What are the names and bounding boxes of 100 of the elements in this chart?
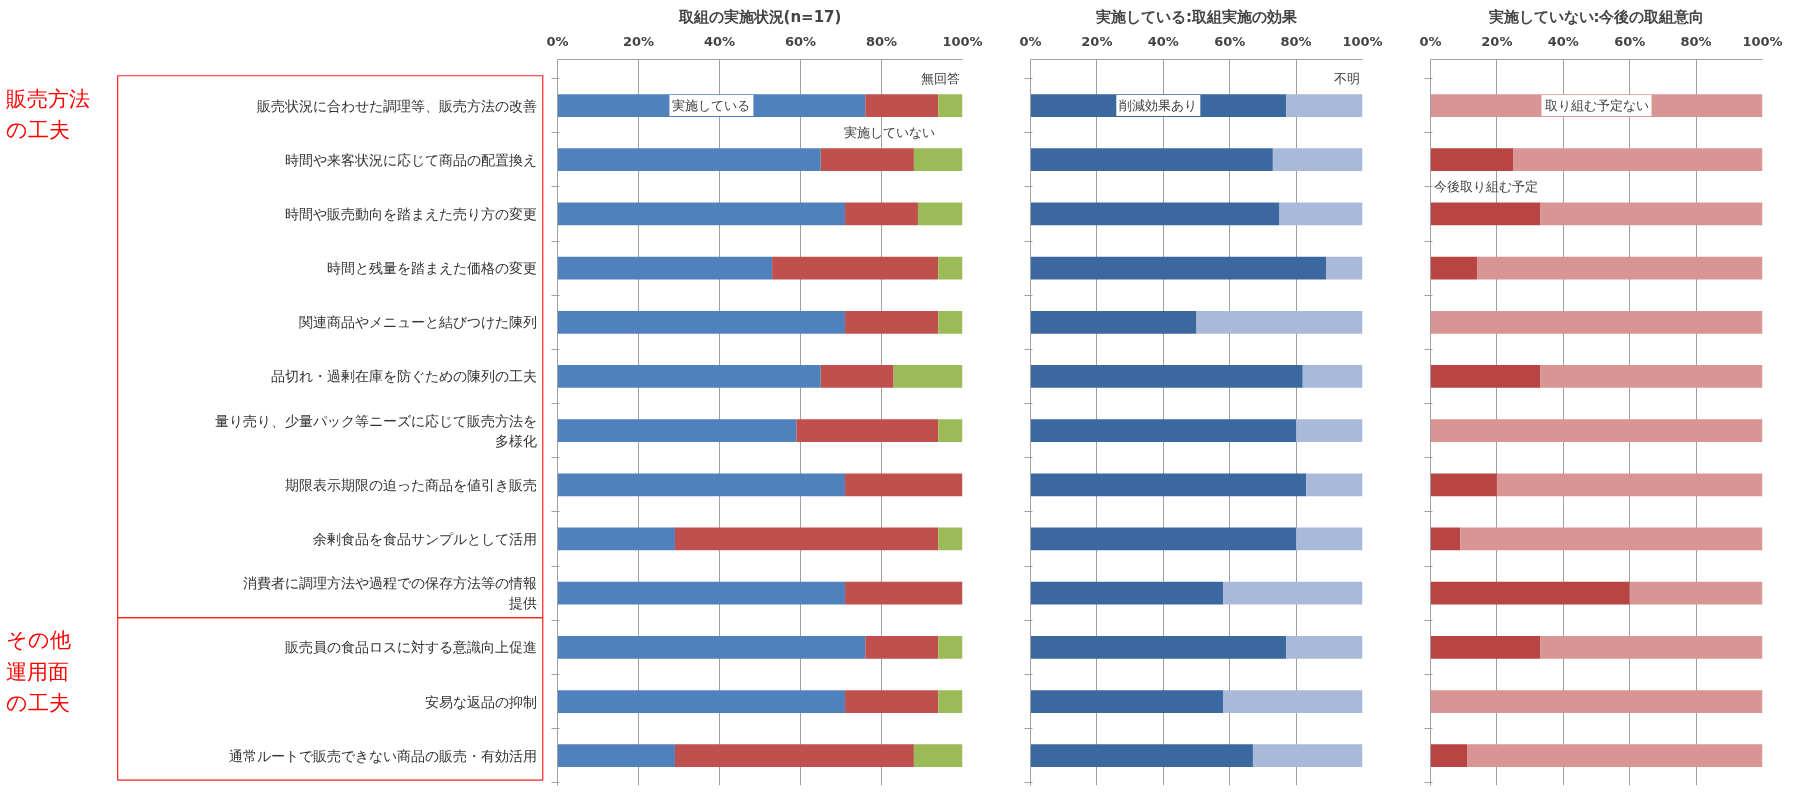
- text: 販売方法の工夫: [5, 86, 90, 142]
- bar: [1430, 473, 1497, 497]
- chart-title: 取組の実施状況(n=17): [677, 7, 842, 26]
- bar: [1540, 202, 1763, 226]
- bar: [1286, 94, 1363, 117]
- bar: [1252, 744, 1363, 768]
- bar: [917, 202, 963, 226]
- bar: [1629, 581, 1763, 605]
- bar: [1030, 365, 1303, 388]
- bar: [1030, 473, 1307, 497]
- bar: [1430, 527, 1461, 551]
- chart-title: 実施していない:今後の取組意向: [1487, 7, 1705, 26]
- bar: [938, 419, 963, 442]
- bar: [1223, 581, 1363, 605]
- bar: [1030, 202, 1280, 226]
- bar: [557, 744, 675, 768]
- bar: [557, 365, 821, 388]
- bar: [1286, 635, 1363, 659]
- x-tick-label: 80%: [1680, 33, 1712, 49]
- bar: [1430, 635, 1541, 659]
- bar: [1223, 690, 1363, 713]
- bar: [1467, 744, 1763, 768]
- bar: [674, 744, 914, 768]
- bar: [557, 581, 846, 605]
- bar: [1030, 256, 1326, 280]
- y-tick-label: 時間や販売動向を踏まえた売り方の変更: [285, 205, 538, 222]
- bar: [557, 310, 846, 334]
- bar: [820, 148, 914, 172]
- bar: [1476, 256, 1763, 280]
- bar: [1430, 365, 1541, 388]
- x-tick-label: 20%: [1481, 33, 1513, 49]
- bar: [1279, 202, 1363, 226]
- bar: [557, 256, 773, 280]
- bar: [1540, 635, 1763, 659]
- series-label: 削減効果あり: [1119, 98, 1198, 114]
- bar: [557, 473, 846, 497]
- bar: [1030, 690, 1224, 713]
- bar: [845, 581, 963, 605]
- bar: [557, 419, 797, 442]
- bar: [1430, 256, 1477, 280]
- bar: [1030, 527, 1297, 551]
- bar: [1430, 419, 1763, 442]
- bar: [1196, 310, 1363, 334]
- bar: [1030, 635, 1287, 659]
- x-tick-label: 80%: [1280, 33, 1312, 49]
- bar: [674, 527, 939, 551]
- bar: [913, 148, 963, 172]
- y-tick-label: 通常ルートで販売できない商品の販売・有効活用: [229, 747, 538, 764]
- y-tick-label: 販売員の食品ロスに対する意識向上促進: [285, 639, 538, 656]
- bar: [796, 419, 939, 442]
- bar: [772, 256, 939, 280]
- bar: [1296, 419, 1363, 442]
- y-tick-label: 品切れ・過剰在庫を防ぐための陳列の工夫: [271, 368, 538, 385]
- series-label: 実施していない: [844, 125, 936, 141]
- x-tick-label: 100%: [1342, 33, 1383, 49]
- bar: [938, 527, 963, 551]
- x-tick-label: 20%: [1081, 33, 1113, 49]
- x-tick-label: 80%: [865, 33, 898, 49]
- x-tick-label: 40%: [1147, 33, 1179, 49]
- bar: [1030, 744, 1253, 768]
- y-tick-label: 消費者に調理方法や過程での保存方法等の情報提供: [243, 575, 538, 612]
- bar: [1296, 527, 1363, 551]
- bar: [938, 310, 963, 334]
- bar: [893, 365, 963, 388]
- y-tick-label: 時間や来客状況に応じて商品の配置換え: [285, 151, 538, 168]
- x-tick-label: 60%: [1214, 33, 1246, 49]
- bar: [1430, 202, 1541, 226]
- bar: [938, 94, 963, 117]
- text: その他運用面の工夫: [5, 628, 71, 715]
- bar: [1272, 148, 1363, 172]
- bar: [845, 202, 918, 226]
- bar: [1540, 365, 1763, 388]
- x-tick-label: 100%: [1742, 33, 1783, 49]
- series-label: 無回答: [920, 70, 960, 86]
- bar: [1030, 581, 1224, 605]
- y-tick-label: 余剰食品を食品サンプルとして活用: [313, 530, 538, 547]
- bar: [938, 635, 963, 659]
- series-label: 不明: [1333, 70, 1360, 86]
- bar: [865, 635, 939, 659]
- x-tick-label: 40%: [703, 33, 736, 49]
- bar: [820, 365, 894, 388]
- bar: [557, 148, 821, 172]
- bar: [1030, 419, 1297, 442]
- bar: [845, 690, 939, 713]
- bar: [1306, 473, 1363, 497]
- bar: [1496, 473, 1763, 497]
- bar: [1430, 690, 1763, 713]
- bar: [1030, 148, 1273, 172]
- x-tick-label: 0%: [1419, 33, 1442, 49]
- bar: [1430, 310, 1763, 334]
- y-tick-label: 販売状況に合わせた調理等、販売方法の改善: [257, 97, 538, 114]
- bar: [1430, 148, 1514, 172]
- y-tick-label: 量り売り、少量パック等ニーズに応じて販売方法を多様化: [215, 412, 538, 449]
- y-tick-label: 関連商品やメニューと結びつけた陳列: [299, 314, 538, 331]
- y-tick-label: 時間と残量を踏まえた価格の変更: [327, 260, 538, 277]
- series-label: 取り組む予定ない: [1544, 98, 1649, 114]
- bar: [557, 202, 846, 226]
- x-tick-label: 20%: [622, 33, 655, 49]
- x-tick-label: 60%: [1614, 33, 1646, 49]
- bar: [1430, 744, 1468, 768]
